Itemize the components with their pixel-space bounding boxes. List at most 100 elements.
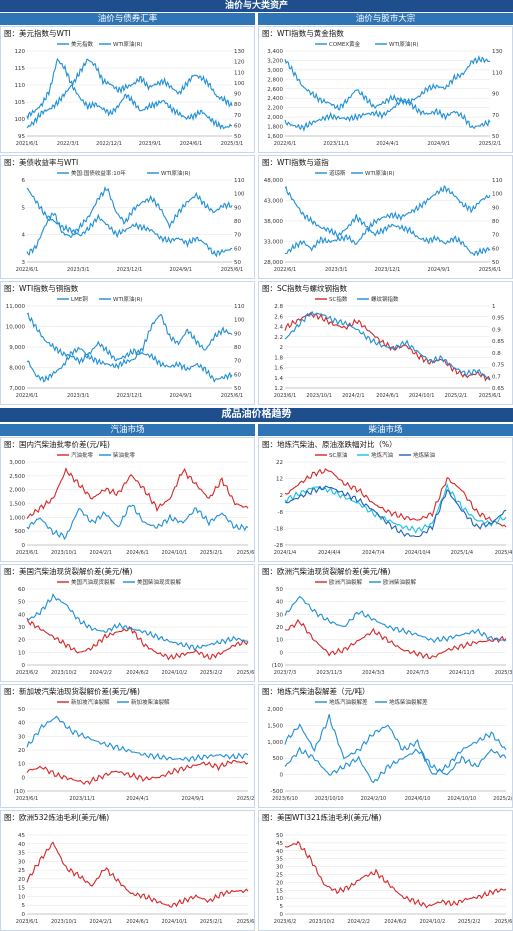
y-tick-label: 115 (15, 66, 26, 72)
y2-tick-label: 0.7 (492, 374, 501, 380)
legend-label: WTI原油(R) (113, 40, 143, 48)
chart-title: 图：WTI指数与铜指数 (4, 284, 79, 293)
y-tick-label: 3 (22, 260, 26, 266)
y-tick-label: 15 (276, 888, 283, 894)
y2-tick-label: 50 (234, 386, 241, 392)
y-tick-label: 6 (22, 178, 26, 184)
legend-label: 柴油批零 (113, 451, 136, 459)
y2-tick-label: 80 (234, 345, 241, 351)
x-tick-label: 2025/6/1 (479, 267, 501, 273)
y2-tick-label: 130 (492, 49, 503, 55)
series-line-地炼汽油裂解差 (284, 714, 507, 775)
legend-label: 地炼汽油 (371, 451, 394, 459)
chart-title: 图：地炼汽柴油、原油涨跌幅对比（%） (262, 440, 397, 449)
legend-label: 道琼斯 (329, 169, 346, 177)
y2-tick-label: 90 (234, 331, 241, 337)
y2-tick-label: 50 (234, 134, 241, 140)
chart-svg: 美元指数 WTI原油(R) 120 115 110 105 100 95 130 120 110 10… (15, 40, 245, 147)
legend-label: 新加坡汽油裂解 (71, 698, 110, 706)
chart-panel-c1: 图：美元指数与WTI 美元指数 WTI原油(R) 120 115 110 105 100 95 1… (0, 26, 255, 153)
subheader-diesel: 柴油市场 (258, 424, 513, 436)
y2-tick-label: 130 (234, 49, 245, 55)
y-tick-label: 1.6 (274, 366, 283, 372)
x-tick-label: 2024/9/1 (428, 267, 450, 273)
x-tick-label: 2025/6/1 (221, 393, 243, 399)
y2-tick-label: 100 (234, 81, 245, 87)
subheader-gasoline: 汽油市场 (0, 424, 255, 436)
y-tick-label: 2,200 (267, 106, 283, 112)
x-tick-label: 2025/4/4 (495, 550, 512, 556)
y2-tick-label: 90 (234, 92, 241, 98)
y-tick-label: 3,000 (9, 460, 25, 466)
x-tick-label: 2023/10/2 (51, 670, 77, 676)
y-tick-label: 120 (15, 49, 26, 55)
series-line-WTI原油(R) (26, 187, 233, 258)
x-tick-label: 2024/6/2 (126, 670, 148, 676)
y-tick-label: 22 (276, 460, 283, 466)
x-tick-label: 2023/6/1 (16, 796, 38, 802)
x-tick-label: 2023/11/3 (316, 670, 342, 676)
legend-label: 美国:国债收益率:10年 (71, 169, 126, 177)
chart-panel-c3: 图：美债收益率与WTI 美国:国债收益率:10年 WTI原油(R) 6 5 4 3 110 10… (0, 155, 255, 279)
legend-label: 地炼汽油裂解差 (329, 698, 368, 706)
y-tick-label: 20 (276, 625, 283, 631)
legend-label: LME铜 (71, 295, 88, 303)
y-tick-label: 40 (276, 600, 283, 606)
y-tick-label: 10 (276, 896, 283, 902)
y2-tick-label: 90 (234, 205, 241, 211)
y-tick-label: -18 (274, 526, 283, 532)
y-tick-label: -28 (274, 543, 283, 549)
y-tick-label: 1,000 (267, 740, 283, 746)
y-tick-label: 15 (18, 886, 25, 892)
y-tick-label: 20 (276, 880, 283, 886)
y-tick-label: -500 (271, 789, 284, 795)
y-tick-label: 105 (15, 100, 26, 106)
y-tick-label: 0 (22, 912, 26, 918)
x-tick-label: 2025/2/1 (200, 919, 222, 925)
y2-tick-label: 0.85 (492, 339, 505, 345)
y-tick-label: 2,000 (267, 115, 283, 121)
y-tick-label: 1.4 (274, 376, 283, 382)
x-tick-label: 2024/1/4 (274, 550, 296, 556)
x-tick-label: 2024/2/1 (89, 550, 111, 556)
chart-title: 图：美国WTI321炼油毛利(美元/桶) (262, 813, 382, 822)
y-tick-label: 50 (276, 587, 283, 593)
subheader-stock-commodity: 油价与股市大宗 (258, 13, 513, 25)
y-tick-label: 500 (273, 756, 284, 762)
chart-title: 图：WTI指数与黄金指数 (262, 29, 344, 38)
x-tick-label: 2024/9/1 (182, 796, 204, 802)
y2-tick-label: 90 (492, 92, 499, 98)
y2-tick-label: 0.65 (492, 386, 505, 392)
x-tick-label: 2024/10/1 (162, 919, 188, 925)
chart-title: 图：地炼汽柴油裂解差（元/吨） (262, 687, 370, 696)
series-line-欧洲汽油裂解 (284, 618, 507, 659)
x-tick-label: 2024/9/1 (170, 393, 192, 399)
x-tick-label: 2024/2/1 (342, 393, 364, 399)
y-tick-label: 2,500 (9, 474, 25, 480)
y-tick-label: 50 (18, 707, 25, 713)
y2-tick-label: 100 (234, 192, 245, 198)
y2-tick-label: 80 (234, 219, 241, 225)
y-tick-label: 1,800 (267, 125, 283, 131)
legend-label: 地炼柴油 (413, 451, 436, 459)
x-tick-label: 2023/10/2 (309, 919, 335, 925)
y-tick-label: 10 (18, 894, 25, 900)
y-tick-label: (10) (14, 789, 25, 795)
chart-panel-c4: 图：WTI指数与道指 道琼斯 WTI原油(R) 48,000 43,000 38,000 3… (258, 155, 513, 279)
y-tick-label: 30 (18, 625, 25, 631)
y2-tick-label: 1 (492, 304, 496, 310)
chart-svg: 道琼斯 WTI原油(R) 48,000 43,000 38,000 33,000 28,00… (264, 169, 503, 273)
chart-panel-c2: 图：WTI指数与黄金指数 COMEX黄金 WTI原油(R) 3,400 3,200 3,0… (258, 26, 513, 153)
x-tick-label: 2024/6/1 (376, 393, 398, 399)
legend-label: 新加坡柴油裂解 (131, 698, 170, 706)
legend-label: 美国汽油现货裂解 (71, 578, 116, 586)
y-tick-label: 50 (18, 600, 25, 606)
chart-title: 图：新加坡汽柴油现货裂解价差(美元/桶) (4, 687, 140, 696)
y-tick-label: 10 (18, 762, 25, 768)
series-line-main (284, 840, 507, 909)
y-tick-label: 2,400 (267, 96, 283, 102)
x-tick-label: 2022/6/1 (274, 267, 296, 273)
y-tick-label: 40 (18, 612, 25, 618)
y-tick-label: 30 (276, 865, 283, 871)
